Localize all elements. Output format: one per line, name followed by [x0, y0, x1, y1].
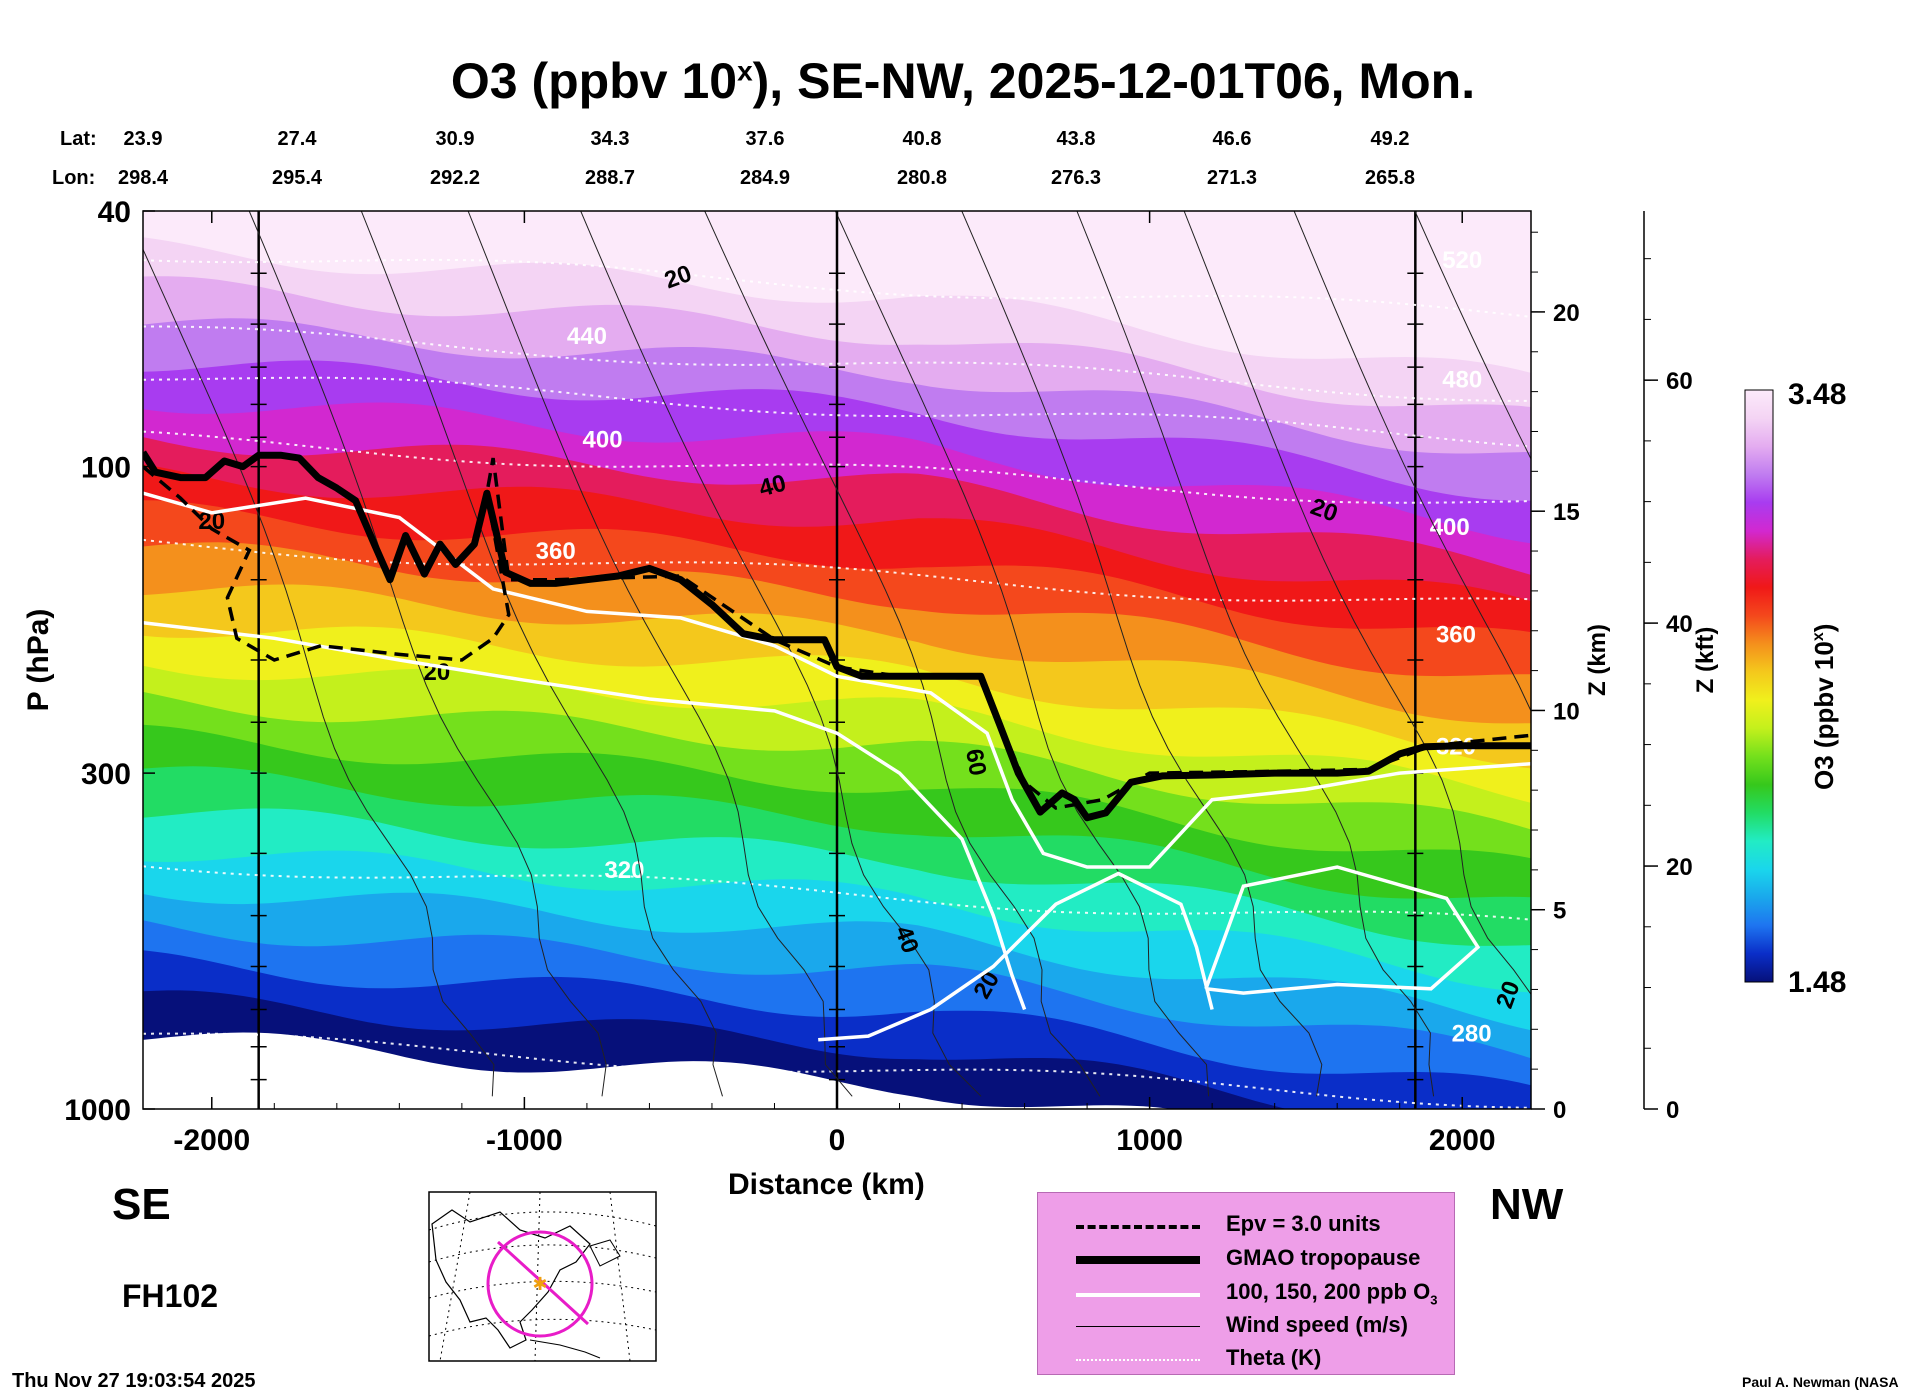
y-axis-title: P (hPa) [22, 609, 55, 712]
theta-label: 400 [583, 426, 623, 453]
lon-header: Lon: [52, 167, 95, 189]
ozone-contour-line [143, 491, 1531, 869]
y-tick-label: 1000 [64, 1094, 131, 1127]
wind-speed-line [1183, 211, 1531, 996]
legend-item-tropopause: GMAO tropopause [1038, 1245, 1456, 1277]
legend-item-epv: Epv = 3.0 units [1038, 1211, 1456, 1243]
x-axis-title: Distance (km) [728, 1168, 925, 1201]
tropopause-line [143, 450, 1531, 822]
z-kft-tick-label: 40 [1666, 611, 1693, 638]
theta-label: 320 [604, 857, 644, 884]
wind-speed-line [143, 248, 495, 1097]
lon-value: 298.4 [118, 167, 169, 189]
theta-line [143, 430, 1531, 504]
wind-speed-line [1293, 211, 1531, 713]
theta-label: 360 [1436, 622, 1476, 649]
nw-label: NW [1490, 1180, 1564, 1229]
wind-speed-label: 60 [960, 747, 991, 778]
wind-speed-line [704, 211, 1101, 1097]
legend-sample-thin [1076, 1326, 1200, 1327]
colorbar-max-label: 3.48 [1788, 378, 1846, 411]
colorbar: 3.48 1.48 O3 (ppbv 10x) [1744, 378, 1846, 999]
ozone-contour-line [1204, 865, 1481, 995]
map-center-marker: ✱ [532, 1274, 547, 1294]
x-tick-label: 0 [829, 1124, 846, 1157]
lat-value: 49.2 [1371, 128, 1410, 150]
z-km-axis-title: Z (km) [1584, 624, 1611, 696]
ozone-contour-line [143, 620, 1027, 1011]
theta-label: 480 [1442, 367, 1482, 394]
wind-speed-line [467, 211, 853, 1097]
theta-label: 360 [536, 538, 576, 565]
theta-line [143, 538, 1531, 602]
legend-sample-white [1076, 1293, 1200, 1297]
lon-value: 292.2 [430, 167, 480, 189]
lat-value: 27.4 [278, 128, 318, 150]
wind-speed-line [961, 211, 1323, 1097]
y-tick-label: 100 [81, 452, 131, 485]
lat-value: 40.8 [903, 128, 942, 150]
z-kft-axis-title: Z (kft) [1692, 627, 1719, 694]
colorbar-min-label: 1.48 [1788, 966, 1846, 999]
lon-value: 265.8 [1365, 167, 1415, 189]
legend-item-ozone: 100, 150, 200 ppb O3 [1038, 1279, 1456, 1311]
z-km-tick-label: 20 [1553, 300, 1580, 327]
legend: Epv = 3.0 units GMAO tropopause 100, 150… [1037, 1192, 1455, 1375]
theta-label: 280 [1452, 1020, 1492, 1047]
lon-value: 280.8 [897, 167, 947, 189]
wind-speed-line [834, 211, 1210, 1097]
theta-label: 440 [567, 323, 607, 350]
y-tick-label: 300 [81, 758, 131, 791]
lon-value: 276.3 [1051, 167, 1101, 189]
z-km-tick-label: 10 [1553, 698, 1580, 725]
wind-speed-line [1076, 211, 1435, 1097]
x-tick-label: 1000 [1116, 1124, 1183, 1157]
lat-value: 23.9 [124, 128, 163, 150]
lat-value: 37.6 [746, 128, 785, 150]
theta-label: 520 [1442, 247, 1482, 274]
z-km-tick-label: 5 [1553, 898, 1566, 925]
theta-label: 400 [1430, 514, 1470, 541]
wind-speed-line [248, 211, 607, 1097]
z-km-tick-label: 0 [1553, 1097, 1566, 1124]
forecast-hour-label: FH102 [122, 1278, 219, 1314]
se-label: SE [112, 1180, 171, 1229]
legend-sample-dotted [1076, 1359, 1200, 1361]
lat-value: 46.6 [1213, 128, 1252, 150]
lon-value: 288.7 [585, 167, 635, 189]
colorbar-bar [1744, 389, 1774, 983]
legend-item-theta: Theta (K) [1038, 1345, 1456, 1377]
x-tick-label: -1000 [486, 1124, 563, 1157]
x-tick-label: 2000 [1429, 1124, 1496, 1157]
wind-speed-line [360, 211, 723, 1097]
z-km-tick-label: 15 [1553, 499, 1580, 526]
legend-item-wind: Wind speed (m/s) [1038, 1312, 1456, 1344]
lon-value: 295.4 [272, 167, 323, 189]
z-kft-tick-label: 60 [1666, 368, 1693, 395]
lat-header: Lat: [60, 128, 97, 150]
ozone-field: 4404003603205204802804003603202020402020… [143, 211, 1531, 1109]
lat-value: 43.8 [1057, 128, 1096, 150]
lon-value: 284.9 [740, 167, 790, 189]
timestamp: Thu Nov 27 19:03:54 2025 [12, 1370, 256, 1392]
z-kft-tick-label: 20 [1666, 854, 1693, 881]
legend-sample-dashed [1076, 1225, 1200, 1229]
lat-value: 30.9 [436, 128, 475, 150]
inset-map: ✱ [428, 1191, 657, 1362]
legend-sample-thick [1076, 1256, 1200, 1264]
lat-value: 34.3 [591, 128, 630, 150]
colorbar-title: O3 (ppbv 10x) [1809, 624, 1839, 790]
credit: Paul A. Newman (NASA [1742, 1374, 1899, 1390]
y-tick-label: 40 [98, 196, 131, 229]
z-kft-tick-label: 0 [1666, 1097, 1679, 1124]
x-tick-label: -2000 [173, 1124, 250, 1157]
epv-line [143, 457, 1531, 810]
chart-title: O3 (ppbv 10x), SE-NW, 2025-12-01T06, Mon… [450, 53, 1476, 109]
ozone-contour-line [818, 871, 1214, 1042]
lon-value: 271.3 [1207, 167, 1257, 189]
wind-speed-line [1414, 211, 1531, 460]
